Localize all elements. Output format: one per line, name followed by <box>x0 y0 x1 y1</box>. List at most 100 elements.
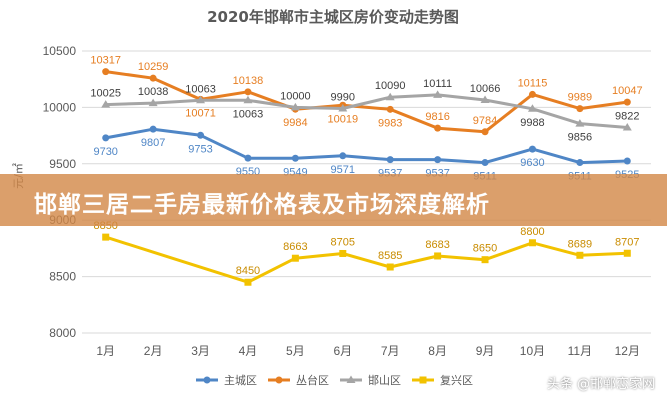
data-label: 10071 <box>185 107 216 119</box>
data-point <box>291 154 299 162</box>
data-label: 9988 <box>520 117 544 129</box>
data-point <box>434 252 442 260</box>
data-point <box>386 156 394 164</box>
data-point <box>622 122 632 131</box>
legend-label: 复兴区 <box>440 373 473 387</box>
watermark: 头条 @邯郸恋家网 <box>546 377 655 392</box>
data-point <box>576 159 584 167</box>
x-tick-label: 1月 <box>96 344 115 358</box>
data-label: 8707 <box>615 236 639 248</box>
data-point <box>244 88 252 96</box>
x-tick-label: 10月 <box>520 344 545 358</box>
data-point <box>576 251 584 259</box>
legend-marker <box>346 375 356 383</box>
data-point <box>339 152 347 160</box>
y-tick-label: 10500 <box>43 44 77 58</box>
data-label: 8663 <box>283 241 307 253</box>
data-point <box>434 156 442 164</box>
data-point <box>575 119 585 127</box>
x-tick-label: 4月 <box>239 344 258 358</box>
data-point <box>528 145 536 153</box>
data-point <box>149 125 157 133</box>
data-point <box>197 131 205 139</box>
data-point <box>102 233 110 241</box>
data-point <box>385 92 395 101</box>
banner-text: 邯郸三居二手房最新价格表及市场深度解析 <box>34 192 490 218</box>
data-point <box>386 263 394 271</box>
y-tick-label: 9500 <box>49 157 76 171</box>
data-point <box>576 105 584 113</box>
series-line <box>105 93 628 129</box>
data-label: 10063 <box>185 83 216 95</box>
data-label: 10025 <box>90 88 121 100</box>
data-point <box>481 159 489 167</box>
data-point <box>101 100 111 108</box>
data-point <box>623 249 631 257</box>
x-tick-label: 2月 <box>144 344 163 358</box>
data-point <box>290 102 300 111</box>
data-label: 8450 <box>236 265 260 277</box>
legend-label: 丛台区 <box>296 373 329 387</box>
data-label: 9984 <box>283 117 307 129</box>
data-label: 9753 <box>188 143 212 155</box>
data-point <box>338 104 348 112</box>
data-label: 9784 <box>473 115 497 127</box>
y-tick-label: 10000 <box>43 100 77 114</box>
data-point <box>102 134 110 142</box>
x-tick-label: 12月 <box>615 344 640 358</box>
data-label: 8705 <box>331 236 355 248</box>
data-label: 9983 <box>378 117 402 129</box>
data-point <box>434 124 442 132</box>
data-label: 9571 <box>331 164 355 176</box>
y-tick-label: 8000 <box>49 326 76 340</box>
data-label: 10115 <box>518 77 548 89</box>
data-label: 9816 <box>425 111 449 123</box>
data-point <box>481 128 489 136</box>
data-point <box>481 256 489 264</box>
data-label: 10063 <box>233 108 264 120</box>
data-point <box>386 105 394 113</box>
data-point <box>339 249 347 257</box>
data-label: 9807 <box>141 137 165 149</box>
data-label: 10000 <box>280 90 311 102</box>
series-line <box>105 127 628 165</box>
data-label: 8650 <box>473 243 497 255</box>
data-label: 9630 <box>520 157 544 169</box>
data-point <box>102 68 110 76</box>
data-point <box>527 104 537 112</box>
data-point <box>528 239 536 247</box>
data-label: 9730 <box>93 146 117 158</box>
x-tick-label: 6月 <box>333 344 352 358</box>
x-tick-label: 3月 <box>191 344 210 358</box>
title-banner: 邯郸三居二手房最新价格表及市场深度解析 <box>0 174 667 226</box>
legend-label: 主城区 <box>224 374 257 387</box>
y-tick-label: 8500 <box>49 270 76 284</box>
data-point <box>623 98 631 106</box>
data-label: 8800 <box>520 226 544 238</box>
data-label: 8585 <box>378 250 402 262</box>
data-point <box>244 154 252 162</box>
data-label: 10019 <box>327 113 358 125</box>
legend-marker <box>275 376 283 384</box>
legend-label: 邯山区 <box>368 373 401 387</box>
data-label: 8689 <box>568 238 592 250</box>
data-point <box>291 254 299 262</box>
data-label: 9990 <box>331 92 355 104</box>
data-point <box>148 98 158 107</box>
data-point <box>243 95 253 104</box>
data-point <box>623 157 631 165</box>
data-label: 10317 <box>90 55 121 67</box>
data-label: 10066 <box>470 83 501 95</box>
x-tick-label: 8月 <box>428 344 447 358</box>
data-label: 9822 <box>615 110 639 122</box>
data-point <box>149 74 157 82</box>
data-label: 9856 <box>568 132 592 144</box>
data-point <box>528 90 536 98</box>
x-tick-label: 7月 <box>381 344 400 358</box>
x-tick-label: 11月 <box>568 344 592 358</box>
data-point <box>480 95 490 103</box>
chart-title: 2020年邯郸市主城区房价变动走势图 <box>207 8 459 26</box>
x-tick-label: 9月 <box>476 344 495 358</box>
